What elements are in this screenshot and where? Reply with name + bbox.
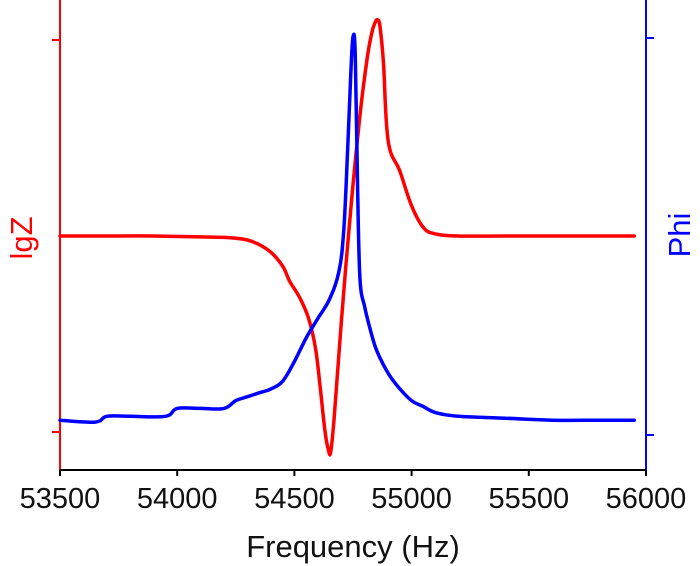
series-line-phi [58,32,637,424]
x-tick-label: 53500 [20,483,101,515]
x-tick-label: 56000 [606,483,687,515]
x-ticks: 53500 54000 54500 55000 55500 56000 [20,470,687,515]
x-tick-label: 55000 [371,483,452,515]
series-layer [58,17,637,457]
left-y-axis-title: lgZ [4,216,39,259]
x-tick-label: 54500 [254,483,335,515]
series-line-lgz [58,17,637,457]
x-axis-title: Frequency (Hz) [246,529,460,564]
x-tick-label: 54000 [137,483,218,515]
right-y-axis-title: Phi [662,213,697,258]
x-tick-label: 55500 [488,483,569,515]
